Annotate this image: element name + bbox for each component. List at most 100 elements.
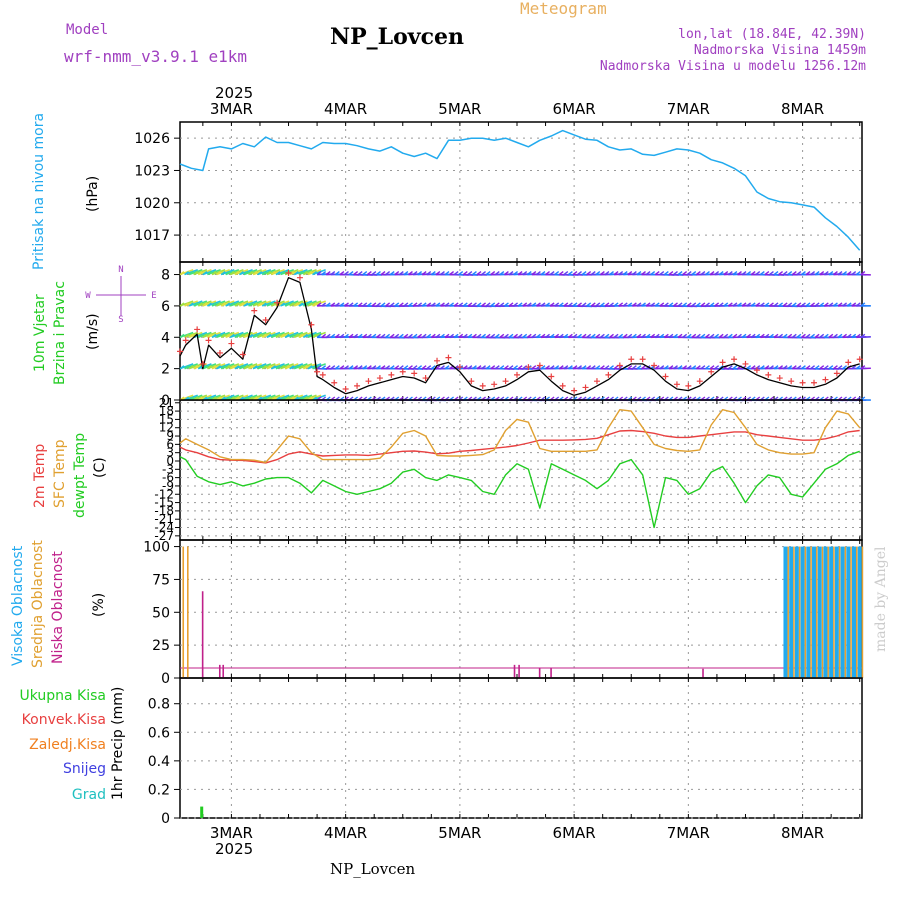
wind-arrow-head — [554, 302, 560, 307]
wind-arrow-head — [636, 302, 642, 307]
wind-arrow-head — [723, 333, 729, 338]
wind-arrow-head — [321, 333, 327, 338]
wind-gust-marker — [616, 362, 623, 369]
wind-arrow-head — [586, 365, 592, 370]
wind-arrow-head — [476, 302, 482, 307]
wind-arrow-head — [654, 365, 660, 370]
wind-arrow-head — [791, 302, 797, 307]
wind-arrow-head — [828, 365, 834, 370]
wind-arrow-head — [764, 270, 770, 276]
wind-arrow-head — [357, 302, 363, 307]
wind-arrow-head — [732, 302, 738, 307]
wind-arrow-head — [851, 333, 857, 338]
temp-ylabel-a: 2m Temp — [32, 444, 48, 508]
wind-arrow-head — [472, 302, 477, 307]
precip-legend-item: Konvek.Kisa — [22, 712, 106, 728]
wind-arrow-head — [398, 333, 404, 338]
wind-arrow-head — [819, 270, 825, 276]
wind-arrow-head — [737, 333, 742, 338]
wind-arrow-head — [764, 333, 770, 338]
wind-arrow-head — [325, 333, 331, 338]
wind-arrow-head — [682, 302, 688, 307]
wind-gust-marker — [228, 340, 235, 347]
wind-gust-marker — [434, 357, 441, 364]
wind-arrow-head — [673, 270, 678, 276]
wind-arrow-head — [220, 365, 226, 370]
wind-arrow-head — [385, 270, 391, 276]
wind-arrow-head — [695, 302, 701, 307]
wind-arrow-head — [298, 333, 304, 338]
wind-arrow-head — [828, 333, 834, 338]
wind-arrow-head — [540, 333, 546, 338]
wind-arrow-head — [293, 270, 299, 276]
wind-arrow-head — [513, 333, 518, 338]
wind-arrow-head — [540, 302, 546, 307]
wind-arrow-head — [216, 270, 221, 276]
wind-arrow-head — [545, 302, 550, 307]
wind-arrow-head — [348, 333, 354, 338]
wind-arrow-head — [545, 270, 550, 276]
wind-arrow-head — [737, 302, 742, 307]
wind-arrow-head — [302, 333, 308, 338]
wind-arrow-head — [855, 365, 861, 370]
wind-arrow-head — [636, 270, 642, 276]
wind-arrow-head — [362, 270, 368, 276]
wind-arrow-head — [581, 333, 587, 338]
wind-arrow-head — [339, 333, 345, 338]
wind-arrow-head — [325, 302, 331, 307]
wind-arrow-head — [860, 302, 866, 307]
wind-arrow-head — [755, 270, 761, 276]
wind-arrow-head — [302, 270, 308, 276]
wind-arrow-head — [202, 333, 208, 338]
wind-arrow-head — [275, 333, 281, 338]
wind-arrow-head — [316, 302, 322, 307]
wind-arrow-head — [380, 365, 386, 370]
wind-arrow-head — [398, 302, 404, 307]
wind-gust-marker — [314, 368, 321, 375]
wind-arrow-head — [284, 302, 290, 307]
wind-gust-marker — [331, 379, 338, 386]
wind-arrow-head — [344, 365, 349, 370]
wind-gust-marker — [639, 356, 646, 363]
wind-arrow-head — [855, 270, 861, 276]
wind-arrow-head — [627, 302, 633, 307]
wind-arrow-head — [444, 270, 450, 276]
precip-ylabel: 1hr Precip (mm) — [110, 687, 126, 800]
wind-arrow-head — [782, 270, 788, 276]
wind-arrow-head — [581, 302, 587, 307]
cloud-bar — [806, 546, 811, 678]
wind-arrow-head — [206, 333, 212, 338]
wind-arrow-head — [673, 302, 678, 307]
wind-arrow-head — [540, 365, 546, 370]
wind-arrow-head — [563, 333, 569, 338]
wind-arrow-head — [513, 302, 518, 307]
wind-gust-marker — [582, 384, 589, 391]
wind-arrow-head — [476, 270, 482, 276]
wind-gust-marker — [753, 367, 760, 374]
wind-gust-marker — [822, 376, 829, 383]
wind-arrow-head — [522, 302, 528, 307]
wind-arrow-head — [334, 302, 340, 307]
wind-arrow-head — [440, 365, 445, 370]
wind-arrow-head — [462, 270, 468, 276]
wind-arrow-head — [248, 302, 253, 307]
wind-arrow-head — [298, 270, 304, 276]
wind-arrow-head — [714, 270, 720, 276]
wind-arrow-head — [750, 333, 756, 338]
wind-arrow-head — [508, 333, 514, 338]
wind-gust-marker — [239, 351, 246, 358]
wind-arrow-head — [426, 270, 432, 276]
wind-arrow-head — [654, 302, 660, 307]
wind-arrow-head — [517, 333, 523, 338]
wind-arrow-head — [759, 333, 765, 338]
wind-arrow-head — [558, 302, 564, 307]
wind-arrow-head — [266, 333, 272, 338]
wind-gust-marker — [628, 356, 635, 363]
wind-arrow-head — [673, 365, 678, 370]
wind-gust-marker — [571, 387, 578, 394]
wind-arrow-head — [668, 333, 674, 338]
wind-arrow-head — [421, 333, 427, 338]
wind-arrow-head — [408, 302, 413, 307]
wind-arrow-head — [723, 302, 729, 307]
wind-arrow-head — [677, 365, 683, 370]
